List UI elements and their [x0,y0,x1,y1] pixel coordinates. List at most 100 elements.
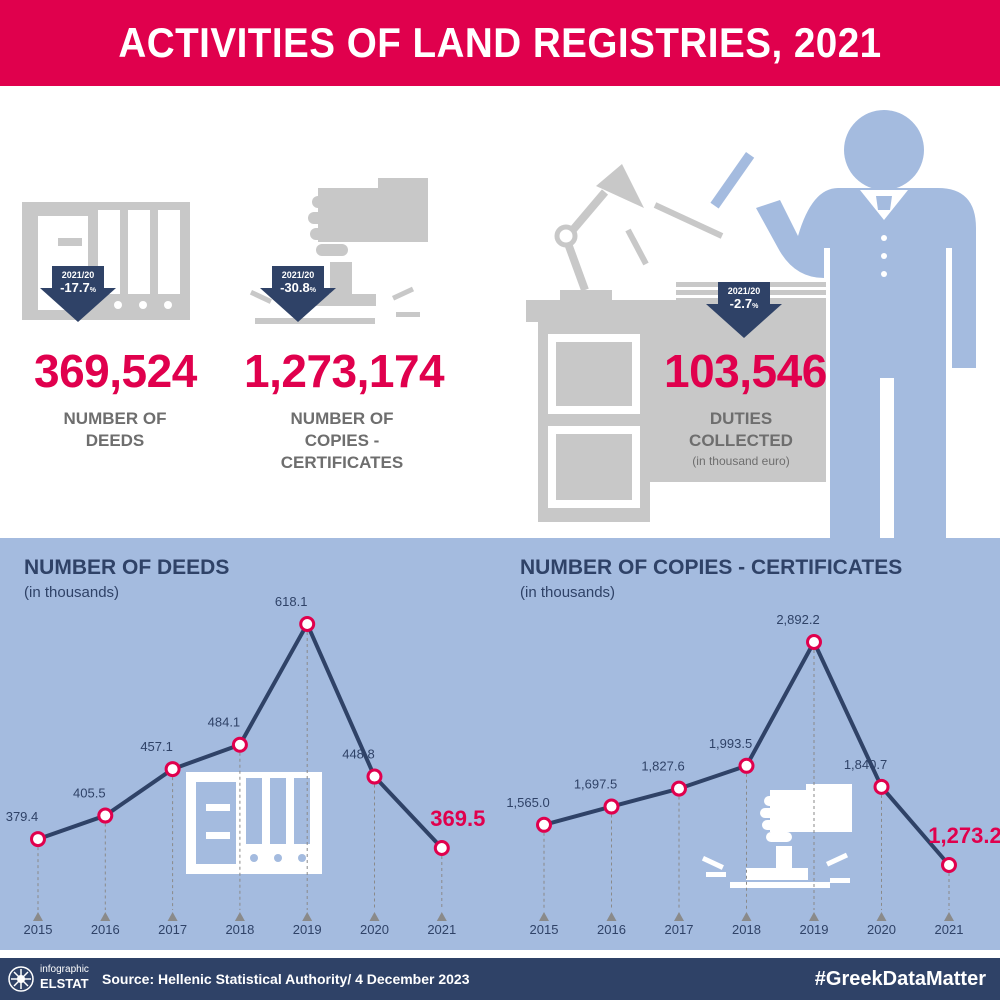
deeds-x-tick-label: 2017 [158,922,187,937]
deeds-badge-period: 2021/20 [61,270,95,280]
duties-badge-period: 2021/20 [727,286,761,296]
copies-badge-unit: % [309,287,316,294]
copies-axis-marker [606,912,617,921]
deeds-x-tick-label: 2018 [225,922,254,937]
deeds-kpi-label-line2: DEEDS [85,431,145,450]
duties-kpi-value: 103,546 [664,345,827,397]
deeds-kpi-value: 369,524 [34,345,197,397]
copies-data-point [738,757,755,774]
deeds-data-point [433,840,450,856]
duties-kpi-label: DUTIES COLLECTED [666,408,816,452]
deeds-x-tick-label: 2015 [24,922,53,937]
duties-kpi-label-line2: COLLECTED [689,431,793,450]
deeds-badge-change: -17.7 [60,280,90,295]
binder-folder-icon [186,772,322,874]
deeds-axis-marker [234,912,245,921]
copies-axis-marker [674,912,684,921]
copies-data-label: 1,273.2 [928,823,1000,848]
copies-change-badge [260,266,336,322]
copies-data-point [536,816,552,833]
top-illustrations [22,110,976,538]
copies-badge-text: 2021/20 -30.8% [272,270,324,295]
copies-kpi-label-line3: CERTIFICATES [280,453,404,472]
deeds-axis-marker [167,912,178,921]
deeds-badge-unit: % [89,287,96,294]
deeds-data-point [97,807,114,824]
officer-person-icon [710,110,976,538]
copies-x-tick-label: 2017 [665,922,694,937]
deeds-kpi-label-line1: NUMBER OF [63,409,167,428]
deeds-x-tick-label: 2020 [360,922,389,937]
copies-data-label: 1,993.5 [709,736,752,751]
footer-logo-line1: infographic [40,964,89,975]
deeds-axis-marker [302,912,313,921]
stamp-hand-icon [701,784,852,888]
duties-change-badge [706,282,782,338]
copies-line-chart: 2015 2016 2017 2018 2019 2020 2021 1,565.0 1,697… [506,612,1000,937]
deeds-data-point [30,831,46,848]
copies-x-tick-label: 2015 [530,922,559,937]
duties-kpi-label-line1: DUTIES [709,409,773,428]
deeds-chart-title: NUMBER OF DEEDS [24,556,230,579]
copies-chart-title: NUMBER OF COPIES - CERTIFICATES [520,556,903,579]
footer-source: Source: Hellenic Statistical Authority/ … [102,971,470,987]
deeds-change-badge [40,266,116,322]
page-title: ACTIVITIES OF LAND REGISTRIES, 2021 [118,19,882,66]
duties-kpi-sublabel: (in thousand euro) [692,454,790,468]
deeds-data-point [231,736,248,753]
copies-data-point [603,798,620,815]
copies-chart-subtitle: (in thousands) [520,584,616,601]
deeds-kpi-label: NUMBER OF DEEDS [40,408,190,452]
duties-badge-change: -2.7 [729,296,753,311]
deeds-data-label: 405.5 [73,786,106,801]
deeds-x-tick-label: 2019 [293,922,322,937]
copies-kpi-value: 1,273,174 [244,345,445,397]
deeds-data-point [164,761,181,778]
copies-data-point [941,857,957,873]
deeds-axis-marker [369,912,380,921]
deeds-data-point [299,616,316,632]
copies-axis-marker [876,912,887,921]
copies-x-tick-label: 2018 [732,922,761,937]
duties-badge-text: 2021/20 -2.7% [718,286,770,311]
stamp-hand-icon [249,178,428,324]
title-bar [0,0,1000,86]
copies-axis-marker [539,912,549,921]
copies-data-label: 1,827.6 [641,759,684,774]
deeds-data-label: 369.5 [430,806,485,831]
desk-lamp-icon [554,164,724,300]
deeds-badge-text: 2021/20 -17.7% [52,270,104,295]
copies-kpi-label: NUMBER OF COPIES - CERTIFICATES [262,408,422,474]
copies-data-point [873,778,890,795]
copies-kpi-label-line2: COPIES - [304,431,380,450]
deeds-axis-marker [436,912,447,921]
duties-badge-unit: % [752,303,759,310]
footer-bar [0,958,1000,1000]
copies-series-line [543,640,951,867]
elstat-logo-icon [8,966,34,992]
copies-x-tick-label: 2021 [935,922,964,937]
deeds-axis-marker [100,912,111,921]
copies-data-label: 1,565.0 [506,795,549,810]
copies-data-point [671,780,687,797]
copies-x-tick-label: 2020 [867,922,896,937]
copies-kpi-label-line1: NUMBER OF [290,409,394,428]
deeds-axis-marker [33,912,43,921]
copies-axis-marker [741,912,752,921]
copies-data-label: 1,840.7 [844,757,887,772]
copies-axis-marker [944,912,954,921]
deeds-data-label: 484.1 [208,715,241,730]
copies-x-tick-label: 2016 [597,922,626,937]
deeds-data-point [366,768,383,785]
copies-data-label: 2,892.2 [776,612,819,627]
deeds-data-label: 457.1 [140,739,173,754]
deeds-data-label: 448.8 [342,747,375,762]
deeds-chart-subtitle: (in thousands) [24,584,120,601]
copies-badge-change: -30.8 [280,280,310,295]
footer-logo-line2: ELSTAT [40,976,89,991]
footer-hashtag: #GreekDataMatter [814,968,986,990]
deeds-x-tick-label: 2021 [427,922,456,937]
copies-axis-marker [809,912,819,921]
copies-data-point [806,634,822,650]
